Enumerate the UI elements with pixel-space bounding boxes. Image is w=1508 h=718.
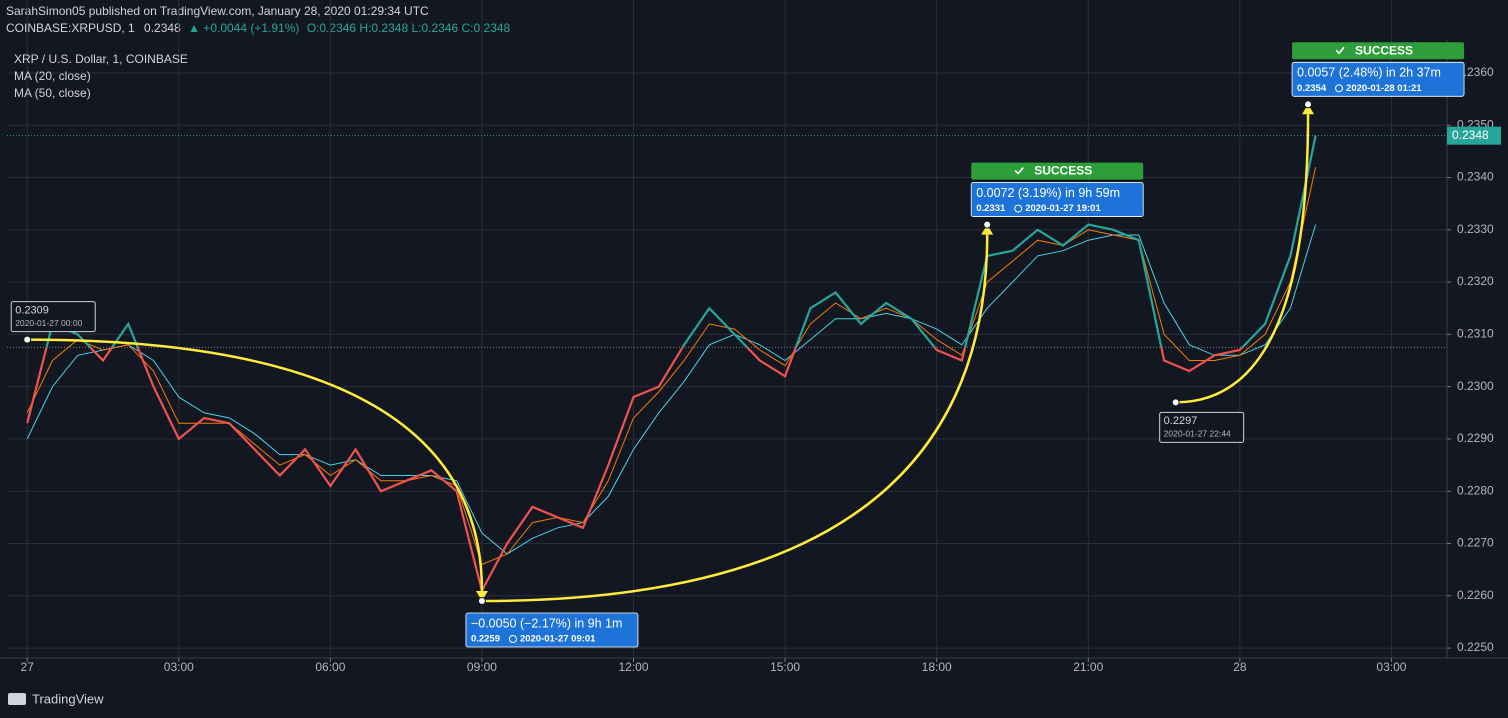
x-tick-label: 09:00	[467, 660, 497, 674]
measure-price: 0.2354	[1297, 83, 1327, 94]
anchor-point	[983, 220, 992, 229]
price-line-up	[45, 135, 1317, 348]
check-icon	[1014, 167, 1024, 175]
status-label: SUCCESS	[1034, 164, 1092, 178]
brand: TradingView	[32, 691, 104, 706]
y-tick-label: 0.2340	[1457, 170, 1494, 184]
measure-box	[1291, 61, 1465, 97]
arrow-head	[981, 224, 994, 235]
footer-logo: TradingView	[8, 691, 104, 706]
status-label: SUCCESS	[1355, 43, 1413, 57]
x-tick-label: 15:00	[770, 660, 800, 674]
check-icon	[1335, 46, 1345, 55]
x-tick-label: 03:00	[1376, 660, 1406, 674]
last: 0.2348	[144, 21, 181, 35]
arrow-head	[1302, 104, 1315, 115]
legend-entry: MA (50, close)	[14, 86, 91, 100]
anchor-point	[1171, 398, 1180, 407]
legend-entry: XRP / U.S. Dollar, 1, COINBASE	[14, 52, 188, 66]
status-tag	[1292, 42, 1465, 60]
y-tick-label: 0.2250	[1457, 640, 1494, 654]
arrow-head	[475, 591, 488, 602]
x-tick-label: 18:00	[922, 660, 952, 674]
price-label: 0.2309	[15, 304, 49, 316]
change: ▲ +0.0044 (+1.91%)	[188, 21, 299, 35]
y-tick-label: 0.2280	[1457, 483, 1494, 497]
date-label: 2020-01-27 00:00	[15, 318, 82, 328]
price-label-box	[10, 301, 96, 333]
y-tick-label: 0.2270	[1457, 536, 1494, 550]
measure-price: 0.2259	[471, 634, 500, 645]
ohlc: O:0.2346 H:0.2348 L:0.2346 C:0.2348	[307, 21, 511, 35]
symbol: COINBASE:XRPUSD, 1	[6, 21, 135, 35]
x-tick-label: 06:00	[315, 660, 345, 674]
price-line-down	[26, 347, 1244, 594]
last-price-label: 0.2348	[1452, 128, 1489, 142]
y-tick-label: 0.2300	[1457, 379, 1494, 393]
measure-box	[465, 612, 639, 648]
publisher: SarahSimon05 published on TradingView.co…	[6, 4, 429, 18]
measure-box	[970, 182, 1144, 217]
measure-date: 2020-01-27 09:01	[520, 634, 596, 645]
arrow	[27, 338, 484, 592]
logo-icon	[8, 693, 26, 705]
symbol-line: COINBASE:XRPUSD, 1 0.2348 ▲ +0.0044 (+1.…	[6, 21, 511, 35]
y-tick-label: 0.2290	[1457, 431, 1494, 445]
price-label: 0.2297	[1164, 415, 1198, 427]
status-tag	[971, 162, 1144, 180]
anchor-point	[23, 335, 32, 344]
x-tick-label: 12:00	[619, 660, 649, 674]
measure-date: 2020-01-27 19:01	[1025, 203, 1101, 214]
measure-price: 0.2331	[976, 203, 1006, 214]
arrow	[1175, 114, 1310, 404]
clock-icon	[1335, 84, 1344, 93]
measure-change: 0.0072 (3.19%) in 9h 59m	[976, 186, 1120, 200]
x-tick-label: 28	[1233, 660, 1247, 674]
last-price-tag	[1447, 126, 1501, 145]
anchor-point	[1304, 100, 1313, 109]
date-label: 2020-01-27 22:44	[1164, 429, 1231, 439]
ma-line	[26, 224, 1317, 555]
x-tick-label: 21:00	[1073, 660, 1103, 674]
measure-change: 0.0057 (2.48%) in 2h 37m	[1297, 66, 1441, 80]
anchor-point	[477, 597, 486, 606]
measure-date: 2020-01-28 01:21	[1346, 83, 1422, 94]
y-tick-label: 0.2310	[1457, 327, 1494, 341]
price-label-box	[1159, 411, 1245, 443]
x-tick-label: 03:00	[164, 660, 194, 674]
x-tick-label: 27	[21, 660, 35, 674]
grid	[7, 0, 1447, 658]
y-tick-label: 0.2330	[1457, 222, 1494, 236]
clock-icon	[508, 635, 517, 644]
legend-entry: MA (20, close)	[14, 69, 91, 83]
ma-line	[26, 166, 1317, 566]
y-tick-label: 0.2360	[1457, 65, 1494, 79]
measure-change: −0.0050 (−2.17%) in 9h 1m	[471, 616, 623, 630]
arrow	[481, 234, 989, 603]
clock-icon	[1014, 204, 1023, 213]
y-tick-label: 0.2260	[1457, 588, 1494, 602]
y-tick-label: 0.2320	[1457, 274, 1494, 288]
